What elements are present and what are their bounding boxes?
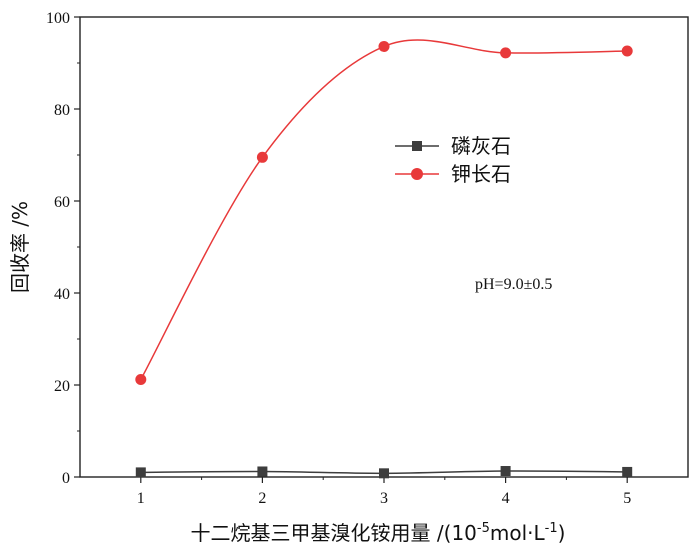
data-point-2 bbox=[378, 40, 390, 52]
x-axis-title-exp2: -1 bbox=[545, 521, 558, 536]
x-tick-label: 4 bbox=[502, 490, 510, 507]
y-axis-title: 回收率 /% bbox=[8, 201, 32, 293]
x-tick-label: 5 bbox=[623, 490, 631, 507]
legend-marker-1 bbox=[412, 141, 422, 151]
y-tick-label: 100 bbox=[46, 10, 70, 27]
legend-label-1: 磷灰石 bbox=[451, 134, 511, 158]
data-point-2 bbox=[621, 45, 633, 57]
y-tick-label: 60 bbox=[54, 194, 70, 211]
x-axis-title-mid: mol·L bbox=[490, 521, 546, 545]
x-axis-title: 十二烷基三甲基溴化铵用量 /(10-5mol·L-1) bbox=[191, 521, 566, 545]
data-point-1 bbox=[500, 466, 511, 477]
data-point-2 bbox=[135, 373, 147, 385]
legend-marker-2 bbox=[411, 168, 423, 180]
y-tick-label: 80 bbox=[54, 102, 70, 119]
legend-label-2: 钾长石 bbox=[451, 162, 511, 186]
x-tick-label: 2 bbox=[258, 490, 266, 507]
data-point-1 bbox=[135, 467, 146, 478]
data-point-1 bbox=[379, 468, 389, 479]
plot-area: 0 20 40 60 80 100 1 2 3 4 5 bbox=[46, 10, 689, 507]
data-point-2 bbox=[500, 47, 512, 59]
x-tick-label: 3 bbox=[380, 490, 388, 507]
plot-frame bbox=[79, 16, 689, 478]
x-axis-title-end: ) bbox=[558, 521, 566, 545]
data-point-1 bbox=[257, 466, 268, 477]
x-axis-title-exp1: -5 bbox=[477, 521, 490, 536]
x-axis-title-main: 十二烷基三甲基溴化铵用量 /(10 bbox=[191, 521, 477, 545]
data-point-1 bbox=[622, 466, 633, 477]
x-tick-label: 1 bbox=[137, 490, 145, 507]
y-tick-label: 20 bbox=[54, 378, 70, 395]
data-point-2 bbox=[256, 151, 268, 163]
series-line-2 bbox=[140, 39, 628, 380]
y-tick-label: 40 bbox=[54, 286, 70, 303]
annotation-ph: pH=9.0±0.5 bbox=[475, 276, 552, 293]
y-tick-label: 0 bbox=[62, 470, 70, 487]
